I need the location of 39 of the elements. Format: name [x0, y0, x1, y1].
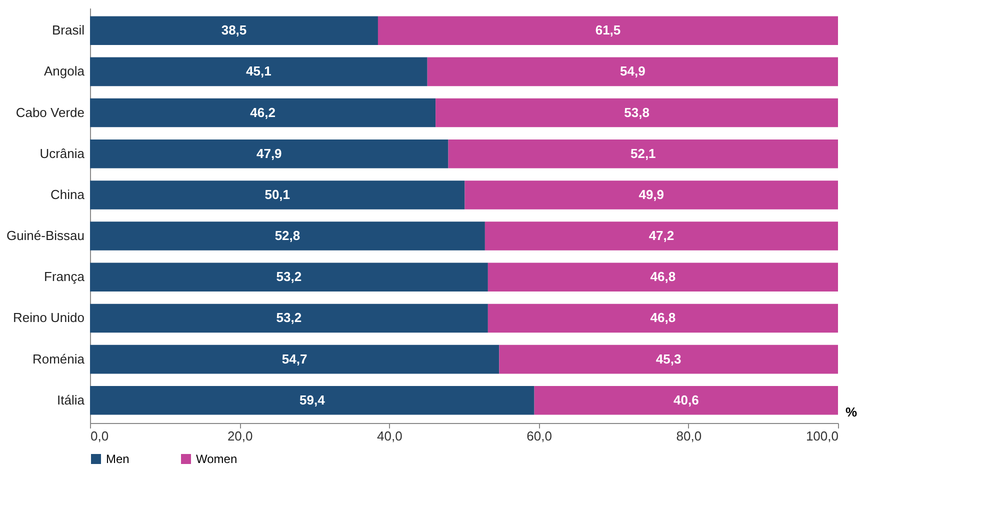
y-tick-label: Roménia	[32, 351, 86, 366]
legend-label: Women	[196, 452, 238, 466]
y-tick-label: China	[50, 186, 86, 202]
y-tick-label: Itália	[57, 392, 86, 408]
data-label: 38,5	[221, 22, 247, 38]
data-label: 52,8	[274, 228, 300, 244]
data-label: 40,6	[674, 392, 699, 408]
data-label: 54,7	[282, 351, 308, 366]
data-label: 45,3	[656, 351, 682, 366]
data-label: 61,5	[595, 22, 621, 38]
data-label: 46,8	[650, 310, 676, 326]
data-label: 46,8	[650, 269, 676, 284]
data-label: 53,2	[276, 269, 302, 284]
data-label: 53,8	[624, 104, 650, 120]
data-label: 52,1	[630, 146, 656, 161]
y-tick-label: Angola	[44, 64, 86, 79]
y-tick-label: Brasil	[52, 22, 85, 38]
x-tick-label: 80,0	[676, 428, 702, 444]
y-tick-label: Ucrânia	[40, 146, 86, 161]
data-label: 47,9	[256, 146, 282, 161]
data-label: 45,1	[246, 64, 272, 79]
x-tick-label: 60,0	[526, 428, 552, 444]
data-label: 47,2	[648, 228, 674, 244]
y-tick-label: França	[44, 269, 86, 284]
data-label: 54,9	[620, 64, 646, 79]
x-tick-label: 0,0	[90, 428, 109, 444]
data-label: 59,4	[300, 392, 326, 408]
x-tick-label: 40,0	[377, 428, 402, 444]
x-tick-label: 100,0	[806, 428, 838, 444]
legend-label: Men	[106, 452, 130, 466]
x-axis-title: %	[846, 404, 858, 420]
x-tick-label: 20,0	[227, 428, 253, 444]
y-tick-label: Reino Unido	[12, 310, 84, 326]
y-tick-label: Cabo Verde	[16, 104, 84, 120]
data-label: 50,1	[264, 186, 290, 202]
y-tick-label: Guiné-Bissau	[6, 228, 84, 244]
data-label: 46,2	[250, 104, 276, 120]
data-label: 49,9	[638, 186, 664, 202]
data-label: 53,2	[276, 310, 302, 326]
